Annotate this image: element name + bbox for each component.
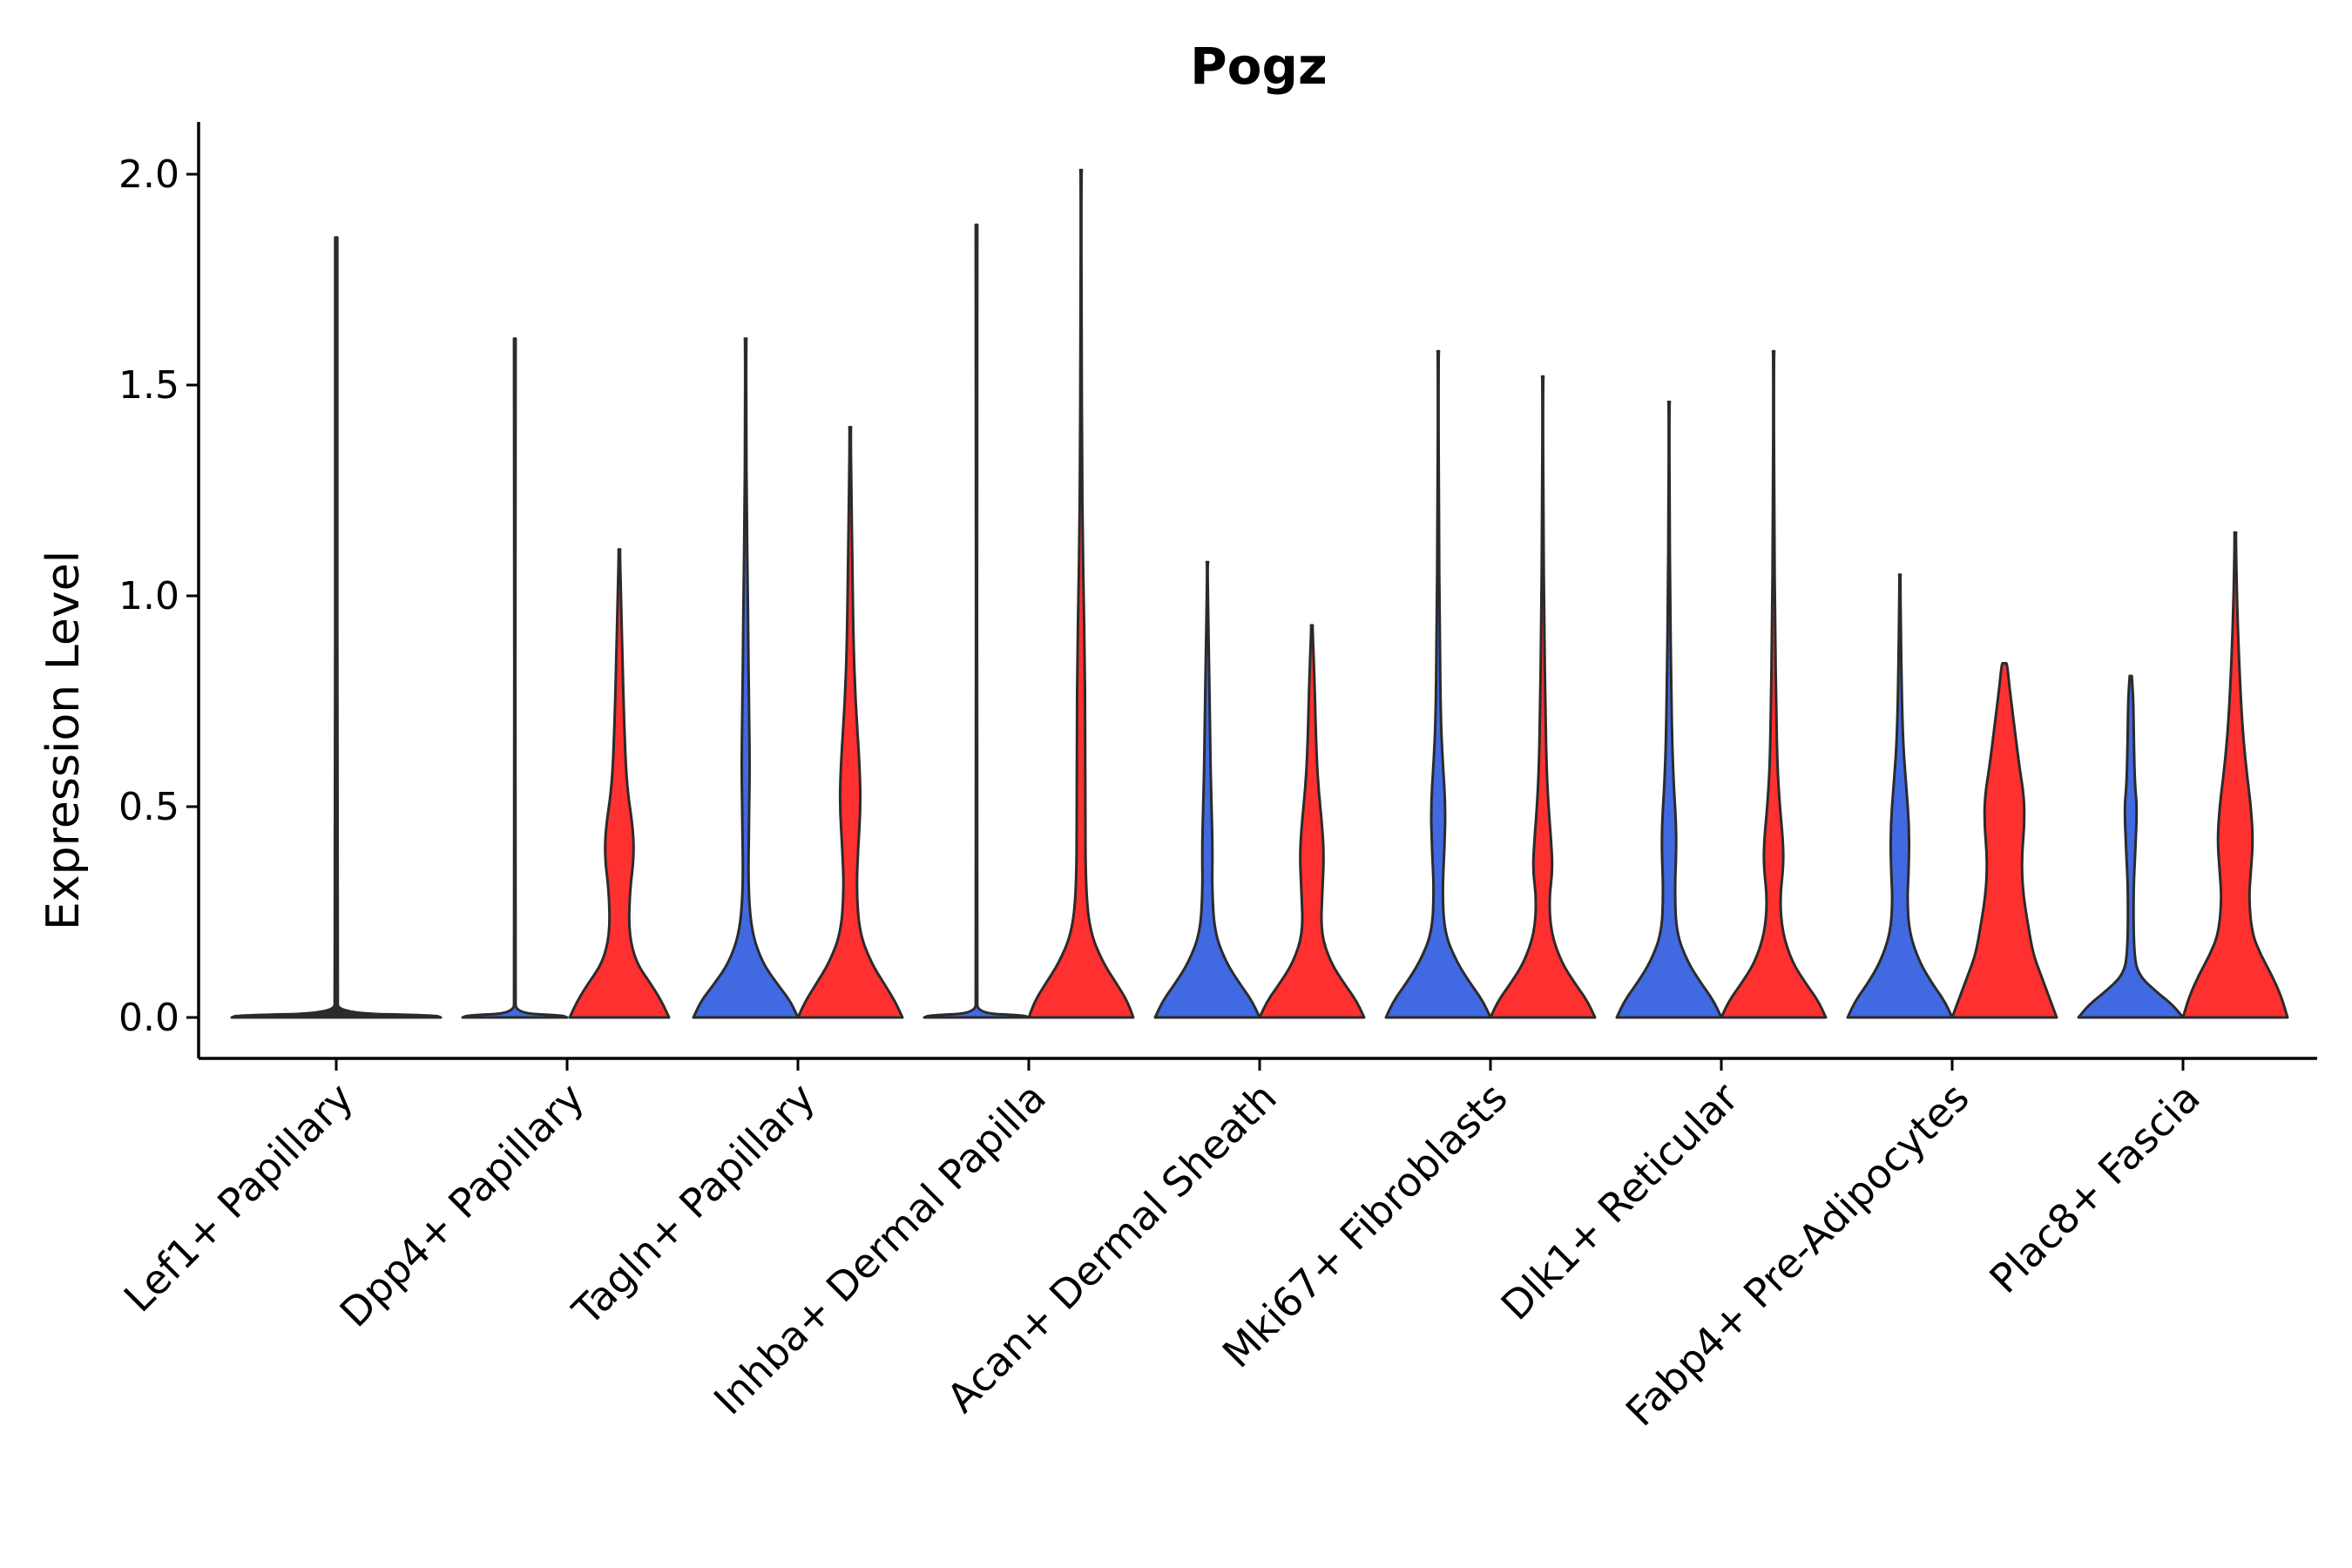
violin-dpp4-papillary-red [568,548,671,1019]
violin-fabp4-pre-adipocytes-red [1950,661,2058,1019]
violin-tagln-papillary-blue [692,337,800,1019]
violin-layer [230,168,2289,1019]
x-tick-label-dlk1-reticular: Dlk1+ Reticular [1492,1074,1747,1329]
y-tick-label: 1.0 [118,574,179,618]
y-tick-label: 0.5 [118,785,179,829]
y-tick-label: 0.0 [118,996,179,1040]
violin-dlk1-reticular-blue [1615,400,1723,1019]
violin-dpp4-papillary-blue [461,337,569,1019]
x-tick-label-tagln-papillary: Tagln+ Papillary [563,1074,824,1335]
x-tick-label-plac8-fascia: Plac8+ Fascia [1980,1074,2208,1302]
y-tick-label: 1.5 [118,363,179,408]
violin-inhba-dermal-papilla-red [1027,168,1135,1019]
violin-fabp4-pre-adipocytes-blue [1846,573,1954,1019]
axes-layer [197,122,2317,1060]
x-tick-label-lef1-papillary: Lef1+ Papillary [115,1074,362,1321]
violin-acan-dermal-sheath-blue [1153,560,1261,1019]
violin-dlk1-reticular-red [1720,349,1828,1019]
violin-plac8-fascia-red [2181,531,2289,1019]
violin-tagln-papillary-red [796,425,904,1019]
y-axis-label: Expression Level [37,551,90,930]
violin-mki67-fibroblasts-red [1489,375,1597,1019]
y-tick-label: 2.0 [118,152,179,197]
violin-lef1-papillary-single [230,236,443,1019]
violin-acan-dermal-sheath-red [1258,624,1366,1019]
y-ticks-layer: 0.0 0.5 1.0 1.5 2.0 [118,152,199,1040]
x-tick-label-dpp4-papillary: Dpp4+ Papillary [331,1074,593,1336]
violin-plac8-fascia-blue [2077,674,2185,1019]
violin-mki67-fibroblasts-blue [1384,349,1492,1019]
chart-title: Pogz [1190,37,1328,96]
violin-inhba-dermal-papilla-blue [923,223,1031,1019]
